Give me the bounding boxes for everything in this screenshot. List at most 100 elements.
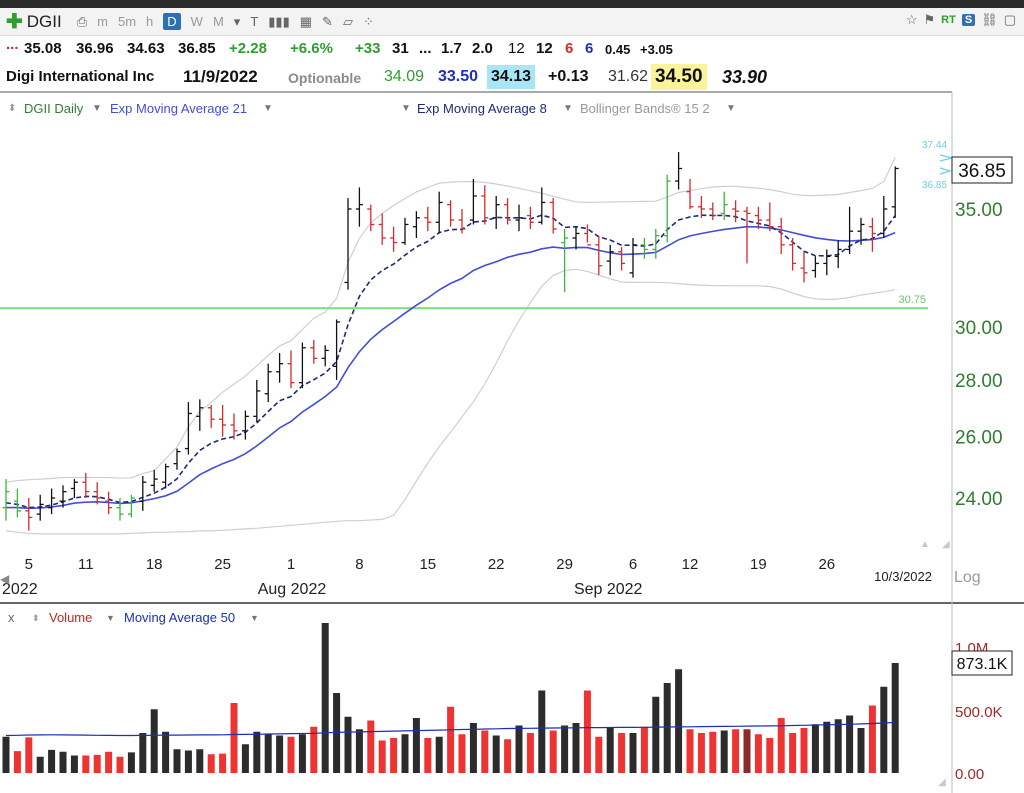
legend-toggle-icon[interactable]: ⬍: [8, 103, 17, 114]
add-symbol-icon[interactable]: ✚: [6, 10, 23, 33]
volume-bar: [846, 715, 854, 773]
volume-bar: [834, 719, 842, 773]
tf-hour[interactable]: h: [146, 14, 154, 29]
volume-layer: x ⬍ Volume ▼ Moving Average 50 ▼1.0M500.0K0.0…: [2, 610, 1013, 788]
price-bar: [743, 206, 751, 264]
volume-bar: [629, 733, 637, 773]
date-tick-label: 18: [146, 556, 163, 573]
legend-ema8[interactable]: Exp Moving Average 8: [417, 101, 547, 116]
toolbar: ✚ DGII ⎙ m 5m h D W M ▾ T ▮▮▮ ▦ ✎ ▱ ⁘ ☆ …: [0, 8, 1024, 36]
quote-date: 11/9/2022: [183, 67, 258, 86]
s-badge[interactable]: S: [961, 14, 976, 26]
tf-weekly[interactable]: W: [190, 14, 203, 29]
volume-bar: [105, 751, 113, 773]
tf-daily[interactable]: D: [163, 13, 181, 30]
price-bar: [48, 488, 56, 515]
current-date-label: 10/3/2022: [874, 569, 932, 584]
price-34-09: 34.09: [384, 68, 425, 85]
price-bar: [230, 413, 238, 440]
tf-monthly[interactable]: M: [212, 14, 224, 29]
legend-ema8-dropdown-left-icon[interactable]: ▼: [401, 103, 411, 114]
price-bar: [549, 198, 557, 234]
price-bar: [697, 195, 705, 218]
price-bar: [515, 204, 523, 232]
tf-minute[interactable]: m: [97, 14, 108, 29]
scroll-up-icon: ▲: [920, 539, 930, 550]
price-bar: [412, 211, 420, 238]
volume-bar: [640, 726, 648, 773]
chart-style-icon[interactable]: ▾: [233, 13, 241, 29]
price-bar: [561, 228, 569, 293]
pan-left-icon: ◀: [0, 572, 10, 586]
tf-5minute[interactable]: 5m: [117, 14, 137, 29]
volume-bar: [48, 749, 56, 773]
volume-bar: [162, 731, 170, 773]
price-bar: [435, 191, 443, 234]
bb-upper-label: 37.44: [922, 140, 947, 151]
metric-3-05: +3.05: [640, 42, 673, 57]
price-bar: [640, 237, 648, 259]
legend-ema21[interactable]: Exp Moving Average 21: [110, 101, 248, 116]
price-bar: [219, 404, 227, 437]
text-tool-icon[interactable]: T: [250, 14, 259, 29]
legend-bb-dropdown-icon[interactable]: ▼: [726, 103, 736, 114]
volume-tick-label: 500.0K: [955, 704, 1003, 721]
link-icon[interactable]: ⛓: [981, 12, 998, 27]
metric-1-7: 1.7: [441, 40, 462, 57]
annotation-icon[interactable]: ▱: [342, 13, 353, 29]
price-bar: [811, 256, 819, 278]
price-bar: [116, 498, 124, 521]
draw-tool-icon[interactable]: ✎: [322, 13, 333, 29]
volume-ma-legend-label: Moving Average 50: [124, 610, 235, 625]
ema21-line: [6, 225, 896, 510]
volume-bar: [538, 690, 546, 773]
symbol-label[interactable]: DGII: [26, 11, 62, 31]
price-bar: [595, 235, 603, 276]
legend-main-dropdown-icon[interactable]: ▼: [92, 103, 102, 114]
alert-icon[interactable]: ⚑: [923, 12, 936, 27]
legend-ema21-dropdown-icon[interactable]: ▼: [263, 103, 273, 114]
price-bar: [629, 237, 637, 278]
grid-icon[interactable]: ▦: [299, 13, 313, 29]
price-bar: [390, 226, 398, 252]
volume-bar: [572, 723, 580, 773]
date-tick-label: 15: [419, 556, 436, 573]
star-icon[interactable]: ☆: [905, 12, 918, 27]
price-bar: [447, 200, 455, 227]
volume-ma-dropdown-icon: ▼: [250, 613, 259, 623]
volume-bar: [276, 735, 284, 773]
window-icon[interactable]: ▢: [1003, 12, 1016, 27]
legend-main[interactable]: DGII Daily: [24, 101, 84, 116]
price-bar: [355, 187, 363, 227]
volume-bar: [891, 663, 899, 773]
open-value: 35.08: [24, 40, 62, 57]
date-tick-label: 6: [629, 556, 637, 573]
volume-bar: [378, 740, 386, 773]
price-bar: [686, 178, 694, 209]
volume-bar: [652, 696, 660, 773]
volume-bar: [36, 756, 44, 773]
price-bar: [59, 485, 67, 508]
price-bar: [82, 472, 90, 498]
volume-bar: [777, 718, 785, 773]
price-bar: [732, 200, 740, 223]
bar-chart-icon[interactable]: ▮▮▮: [268, 13, 290, 29]
realtime-badge[interactable]: RT: [941, 14, 956, 26]
month-label: Aug 2022: [258, 581, 327, 598]
volume-bar: [298, 734, 306, 773]
legend-bollinger[interactable]: Bollinger Bands® 15 2: [580, 101, 710, 116]
metric-0-45: 0.45: [605, 42, 631, 57]
volume-bar: [184, 750, 192, 773]
print-icon[interactable]: ⎙: [76, 13, 88, 29]
metric-12b: 12: [536, 40, 553, 57]
legend-ema8-dropdown-icon[interactable]: ▼: [563, 103, 573, 114]
price-bar: [868, 217, 876, 252]
volume-bar: [93, 754, 101, 773]
log-scale-label: Log: [954, 569, 981, 586]
price-bar: [663, 174, 671, 243]
more-icon[interactable]: ⁘: [362, 13, 374, 29]
date-tick-label: 22: [488, 556, 505, 573]
price-bar: [401, 217, 409, 245]
high-value: 36.96: [76, 40, 114, 57]
